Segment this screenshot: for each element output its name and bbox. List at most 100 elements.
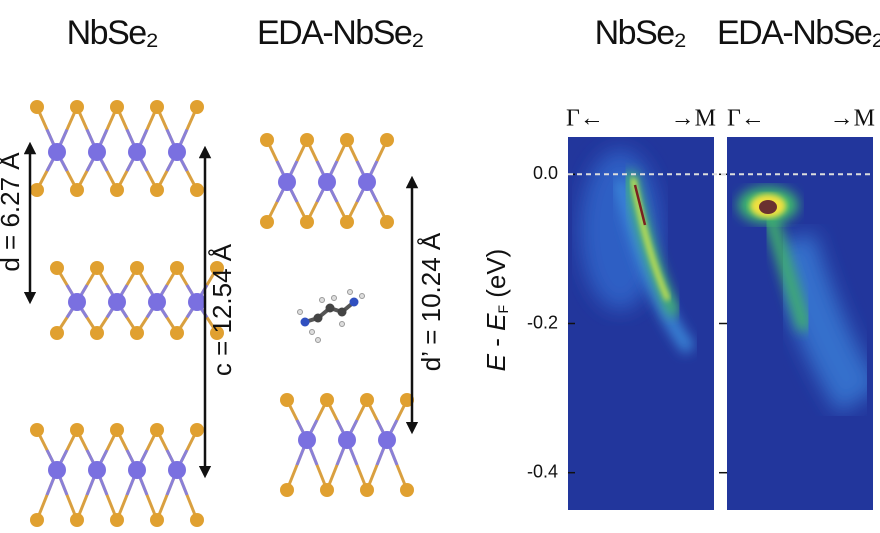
se-atom	[150, 423, 164, 437]
molecule-atom	[349, 297, 359, 307]
hydrogen-atom	[347, 289, 353, 295]
se-atom	[30, 513, 44, 527]
se-atom	[210, 326, 224, 340]
se-atom	[150, 183, 164, 197]
hydrogen-atom	[319, 297, 325, 303]
hydrogen-atom	[309, 329, 315, 335]
se-atom	[110, 423, 124, 437]
structure-title: EDA-NbSe₂	[257, 14, 423, 52]
nb-atom	[298, 431, 316, 449]
nb-atom	[128, 461, 146, 479]
se-atom	[190, 513, 204, 527]
energy-axis: 0.0 -0.2 -0.4	[527, 163, 873, 481]
se-atom	[190, 100, 204, 114]
nb-atom	[168, 461, 186, 479]
se-atom	[30, 423, 44, 437]
se-atom	[320, 393, 334, 407]
se-atom	[380, 215, 394, 229]
nb-atom	[48, 461, 66, 479]
nb-atom	[88, 143, 106, 161]
hydrogen-atom	[315, 337, 321, 343]
se-atom	[70, 513, 84, 527]
se-atom	[360, 483, 374, 497]
se-atom	[340, 215, 354, 229]
arpes-title: NbSe₂	[595, 14, 686, 52]
hydrogen-atom	[331, 295, 337, 301]
se-atom	[70, 100, 84, 114]
se-atom	[380, 133, 394, 147]
spacing-label: c = 12.54 Å	[207, 243, 237, 376]
nb-atom	[148, 293, 166, 311]
se-atom	[50, 261, 64, 275]
k-direction: Γ←	[566, 106, 604, 132]
se-atom	[300, 215, 314, 229]
se-atom	[300, 133, 314, 147]
nb-atom	[338, 431, 356, 449]
se-atom	[110, 513, 124, 527]
nb-atom	[168, 143, 186, 161]
se-atom	[150, 513, 164, 527]
nb-atom	[378, 431, 396, 449]
axis-title-part: E	[481, 313, 511, 331]
se-atom	[190, 423, 204, 437]
nb-atom	[318, 173, 336, 191]
se-atom	[400, 483, 414, 497]
hydrogen-atom	[297, 309, 303, 315]
se-atom	[280, 393, 294, 407]
se-atom	[340, 133, 354, 147]
se-atom	[50, 326, 64, 340]
se-atom	[130, 261, 144, 275]
nb-atom	[68, 293, 86, 311]
k-direction: →M	[671, 106, 716, 132]
se-atom	[130, 326, 144, 340]
nb-atom	[88, 461, 106, 479]
axis-title-part: -	[481, 331, 511, 354]
molecule-atom	[325, 303, 335, 313]
se-atom	[190, 183, 204, 197]
hydrogen-atom	[359, 293, 365, 299]
molecule-atom	[313, 313, 323, 323]
se-atom	[70, 183, 84, 197]
arpes-panel	[568, 137, 714, 510]
hydrogen-atom	[339, 321, 345, 327]
se-atom	[110, 183, 124, 197]
y-tick-label: -0.2	[527, 312, 558, 332]
structure-title: NbSe₂	[67, 14, 158, 52]
nb-atom	[188, 293, 206, 311]
se-atom	[70, 423, 84, 437]
se-atom	[260, 133, 274, 147]
se-atom	[170, 261, 184, 275]
k-direction: →M	[830, 106, 875, 132]
arpes-title: EDA-NbSe₂	[717, 14, 880, 52]
molecule-atom	[300, 317, 310, 327]
se-atom	[150, 100, 164, 114]
molecule-atom	[337, 307, 347, 317]
se-atom	[170, 326, 184, 340]
crystal-structures	[30, 100, 414, 527]
axis-title-part: E	[481, 353, 511, 371]
axis-title-part: (eV)	[481, 249, 511, 305]
nb-atom	[278, 173, 296, 191]
nb-atom	[48, 143, 66, 161]
se-atom	[320, 483, 334, 497]
y-tick-label: 0.0	[533, 163, 558, 183]
se-atom	[90, 261, 104, 275]
axis-title-part: F	[495, 305, 511, 314]
se-atom	[30, 100, 44, 114]
nb-atom	[358, 173, 376, 191]
y-tick-label: -0.4	[527, 461, 558, 481]
axis-title: E - EF (eV)	[481, 249, 511, 372]
nb-atom	[128, 143, 146, 161]
se-atom	[360, 393, 374, 407]
se-atom	[280, 483, 294, 497]
se-atom	[260, 215, 274, 229]
se-atom	[110, 100, 124, 114]
se-atom	[210, 261, 224, 275]
se-atom	[90, 326, 104, 340]
nb-atom	[108, 293, 126, 311]
spacing-label: d = 6.27 Å	[0, 152, 25, 272]
spacing-label: d’ = 10.24 Å	[416, 232, 446, 371]
arpes-panel	[727, 137, 873, 510]
se-atom	[30, 183, 44, 197]
